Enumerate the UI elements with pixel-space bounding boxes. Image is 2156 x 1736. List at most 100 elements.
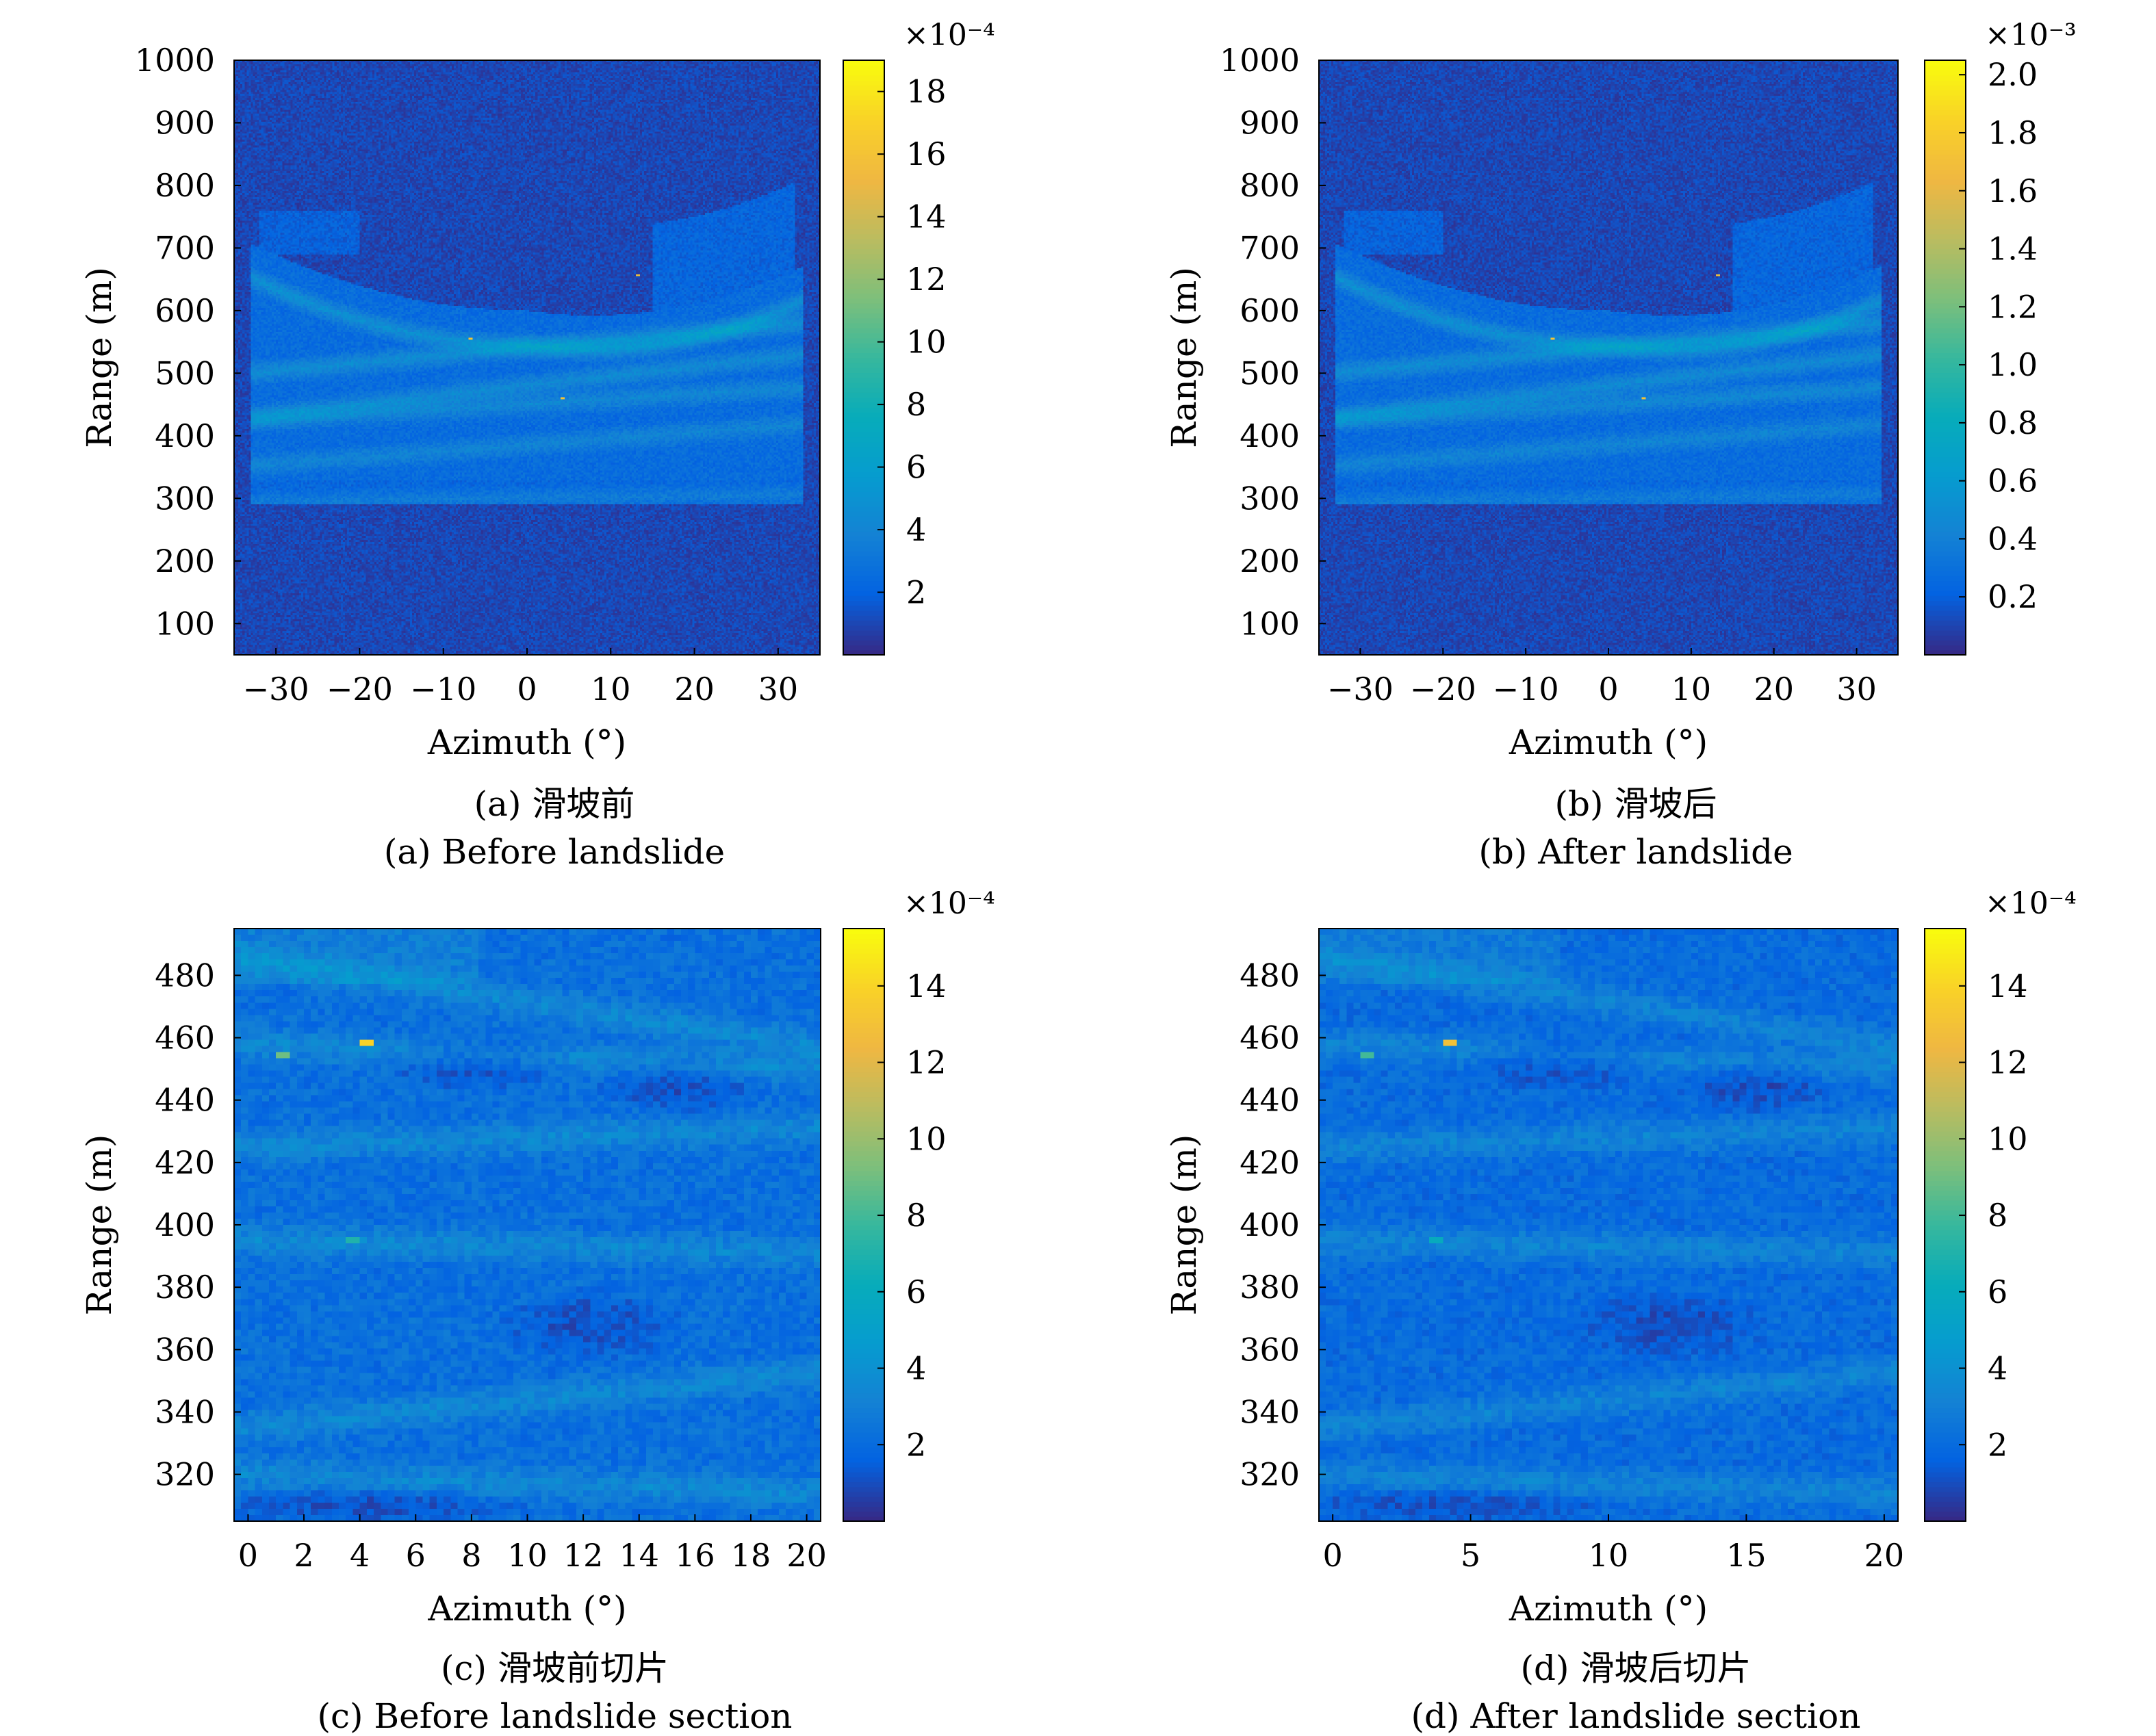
colorbar-swatch — [1925, 1249, 1966, 1256]
colorbar-swatch — [843, 530, 884, 536]
colorbar-swatch — [843, 1319, 884, 1325]
colorbar-swatch — [843, 268, 884, 274]
colorbar-swatch — [1925, 302, 1966, 309]
colorbar-swatch — [1925, 630, 1966, 636]
colorbar-swatch — [1925, 1012, 1966, 1018]
colorbar-swatch — [1925, 75, 1966, 81]
colorbar-swatch — [1925, 238, 1966, 244]
colorbar-swatch — [1925, 223, 1966, 230]
panel-a: −30 −20 −10 0 10 20 30 100 200 300 400 500 600 700 800… — [79, 18, 995, 872]
colorbar-swatch — [1925, 1027, 1966, 1033]
colorbar-swatch — [843, 506, 884, 512]
colorbar-swatch — [1925, 963, 1966, 969]
colorbar-swatch — [843, 1417, 884, 1423]
colorbar-swatch — [1925, 983, 1966, 989]
colorbar-swatch — [843, 223, 884, 230]
x-tick-label: −10 — [410, 671, 476, 708]
x-tick-label: 10 — [1589, 1537, 1629, 1574]
colorbar-swatch — [1925, 184, 1966, 190]
y-tick-label: 320 — [155, 1456, 215, 1493]
x-tick-label: −10 — [1493, 671, 1559, 708]
x-tick-label: 16 — [675, 1537, 715, 1574]
colorbar-swatch — [1925, 580, 1966, 586]
colorbar-swatch — [843, 302, 884, 309]
y-tick-label: 400 — [1240, 417, 1300, 454]
colorbar-swatch — [1925, 1219, 1966, 1226]
y-tick-label: 600 — [155, 292, 215, 329]
colorbar-swatch — [1925, 635, 1966, 641]
colorbar-swatch — [843, 1412, 884, 1418]
colorbar-swatch — [1925, 298, 1966, 304]
colorbar-swatch — [843, 99, 884, 105]
colorbar-tick-label: 10 — [1988, 1120, 2028, 1157]
colorbar-swatch — [1925, 476, 1966, 482]
colorbar-tick-label: 4 — [906, 1350, 926, 1387]
colorbar-swatch — [1925, 441, 1966, 448]
colorbar-swatch — [843, 1234, 884, 1241]
colorbar-swatch — [1925, 471, 1966, 478]
colorbar-swatch — [843, 1101, 884, 1107]
colorbar-swatch — [1925, 1323, 1966, 1330]
colorbar-swatch — [843, 510, 884, 517]
colorbar-swatch — [1925, 968, 1966, 974]
colorbar-swatch — [843, 1501, 884, 1507]
colorbar-swatch — [1925, 134, 1966, 140]
colorbar-swatch — [843, 243, 884, 249]
colorbar-swatch — [843, 204, 884, 210]
colorbar-swatch — [843, 481, 884, 487]
colorbar-swatch — [843, 1486, 884, 1492]
colorbar-swatch — [843, 258, 884, 264]
colorbar-c: 2 4 6 8 10 12 14 ×10⁻⁴ — [843, 886, 995, 1522]
colorbar-swatch — [1925, 352, 1966, 359]
x-axis-label: Azimuth (°) — [1509, 723, 1708, 762]
colorbar-exponent: ×10⁻⁴ — [903, 886, 995, 921]
colorbar-swatch — [1925, 501, 1966, 507]
colorbar-tick-label: 2 — [906, 1426, 926, 1463]
colorbar-swatch — [843, 501, 884, 507]
colorbar-swatch — [843, 545, 884, 552]
caption-chinese: (a) 滑坡前 — [474, 784, 635, 824]
colorbar-swatch — [843, 1377, 884, 1384]
colorbar-swatch — [1925, 406, 1966, 413]
colorbar-swatch — [1925, 1304, 1966, 1310]
colorbar-swatch — [1925, 1447, 1966, 1453]
y-tick-label: 480 — [155, 957, 215, 994]
y-axis-label: Range (m) — [79, 1135, 119, 1316]
y-tick-label: 400 — [155, 417, 215, 454]
colorbar-swatch — [843, 333, 884, 339]
colorbar-swatch — [1925, 60, 1966, 66]
colorbar-swatch — [1925, 293, 1966, 299]
colorbar-swatch — [1925, 590, 1966, 596]
x-tick-label: 20 — [1754, 671, 1794, 708]
colorbar-swatch — [843, 645, 884, 651]
colorbar-swatch — [843, 1358, 884, 1364]
colorbar-swatch — [1925, 273, 1966, 279]
colorbar-swatch — [1925, 1130, 1966, 1137]
colorbar-swatch — [1925, 382, 1966, 388]
heatmap-a — [234, 60, 820, 655]
colorbar-swatch — [1925, 1299, 1966, 1305]
panel-d: 0 5 10 15 20 320 340 360 380 400 420 440 460 480 Azimu… — [1164, 886, 2077, 1736]
y-tick-label: 340 — [155, 1393, 215, 1430]
colorbar-tick-label: 18 — [906, 73, 947, 110]
colorbar-swatch — [843, 79, 884, 86]
colorbar-swatch — [1925, 1343, 1966, 1349]
colorbar-swatch — [843, 461, 884, 467]
colorbar-swatch — [843, 446, 884, 452]
colorbar-tick-label: 6 — [906, 449, 926, 486]
colorbar-swatch — [843, 466, 884, 472]
colorbar-swatch — [843, 1012, 884, 1018]
x-tick-label: −30 — [1327, 671, 1394, 708]
colorbar-swatch — [843, 630, 884, 636]
colorbar-swatch — [1925, 560, 1966, 567]
colorbar-swatch — [843, 348, 884, 354]
colorbar-tick-label: 1.0 — [1988, 346, 2038, 383]
colorbar-swatch — [843, 1041, 884, 1048]
heatmap-d — [1319, 929, 1898, 1521]
colorbar-swatch — [1925, 1067, 1966, 1073]
colorbar-swatch — [1925, 1259, 1966, 1265]
colorbar-swatch — [1925, 1397, 1966, 1403]
colorbar-swatch — [1925, 179, 1966, 185]
colorbar-swatch — [843, 1427, 884, 1433]
colorbar-swatch — [843, 1249, 884, 1256]
